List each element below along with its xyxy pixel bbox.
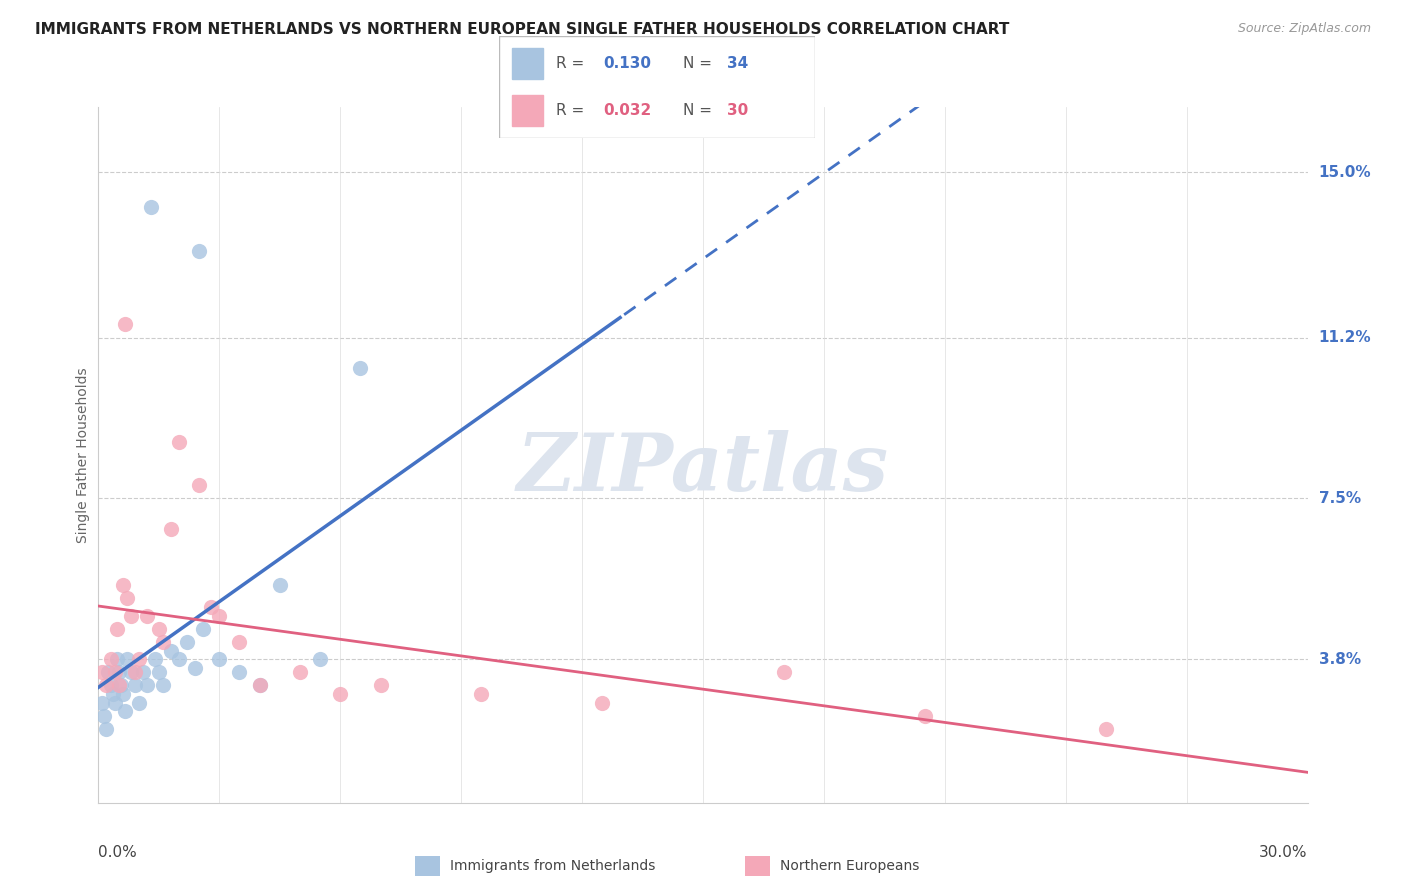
Text: R =: R = (557, 56, 589, 70)
Text: 0.130: 0.130 (603, 56, 651, 70)
Point (591, 696, 613, 710)
Point (132, 665, 155, 680)
Point (135, 678, 157, 692)
Text: 0.0%: 0.0% (98, 845, 138, 860)
Point (208, 652, 231, 666)
Text: N =: N = (683, 103, 717, 118)
Point (228, 665, 250, 680)
Text: 30.0%: 30.0% (1260, 845, 1308, 860)
Point (96, 678, 118, 692)
Point (110, 678, 132, 692)
Point (107, 665, 129, 680)
Point (120, 665, 142, 680)
Point (228, 635, 250, 649)
Point (120, 608, 142, 623)
Point (91, 665, 114, 680)
Point (184, 661, 207, 675)
Point (135, 608, 157, 623)
Point (249, 678, 271, 692)
Point (103, 665, 125, 680)
Point (160, 643, 183, 657)
Point (167, 652, 190, 666)
Y-axis label: Single Father Households: Single Father Households (76, 368, 90, 542)
Bar (512, 95, 543, 126)
Point (143, 652, 166, 666)
Point (96, 722, 118, 736)
Point (152, 635, 174, 649)
Bar (512, 48, 543, 78)
Point (124, 665, 146, 680)
Point (208, 608, 231, 623)
Point (115, 591, 138, 606)
Point (103, 696, 125, 710)
Point (269, 578, 291, 592)
Point (101, 687, 124, 701)
Text: 30: 30 (727, 103, 748, 118)
Point (148, 665, 170, 680)
Point (105, 652, 128, 666)
Text: 15.0%: 15.0% (1319, 165, 1371, 180)
Point (772, 665, 794, 680)
Point (139, 200, 162, 214)
Text: IMMIGRANTS FROM NETHERLANDS VS NORTHERN EUROPEAN SINGLE FATHER HOUSEHOLDS CORREL: IMMIGRANTS FROM NETHERLANDS VS NORTHERN … (35, 22, 1010, 37)
Point (349, 361, 371, 376)
Point (100, 678, 122, 692)
Point (114, 318, 136, 332)
Point (107, 678, 129, 692)
Point (309, 652, 332, 666)
Point (100, 652, 122, 666)
Point (105, 622, 128, 636)
Point (470, 687, 492, 701)
FancyBboxPatch shape (499, 36, 815, 138)
Text: 7.5%: 7.5% (1319, 491, 1361, 506)
Text: N =: N = (683, 56, 717, 70)
Point (1095, 722, 1118, 736)
Point (176, 635, 198, 649)
Point (97, 665, 120, 680)
Point (148, 622, 170, 636)
Point (329, 687, 352, 701)
Point (188, 244, 211, 258)
Point (128, 696, 150, 710)
Text: 34: 34 (727, 56, 748, 70)
Point (128, 652, 150, 666)
Text: Source: ZipAtlas.com: Source: ZipAtlas.com (1237, 22, 1371, 36)
Point (111, 687, 134, 701)
Text: Immigrants from Netherlands: Immigrants from Netherlands (450, 859, 655, 873)
Point (115, 652, 138, 666)
Text: 0.032: 0.032 (603, 103, 652, 118)
Text: 11.2%: 11.2% (1319, 330, 1371, 345)
Point (152, 678, 174, 692)
Point (111, 578, 134, 592)
Point (93, 708, 115, 723)
Point (114, 705, 136, 719)
Point (914, 708, 936, 723)
Point (193, 622, 215, 636)
Point (167, 434, 190, 449)
Point (200, 600, 222, 615)
Point (370, 678, 392, 692)
Point (249, 678, 271, 692)
Point (188, 478, 211, 492)
Point (288, 665, 311, 680)
Text: Northern Europeans: Northern Europeans (780, 859, 920, 873)
Text: 3.8%: 3.8% (1319, 652, 1361, 667)
Point (124, 678, 146, 692)
Point (160, 522, 183, 536)
Point (91, 696, 114, 710)
Text: ZIPatlas: ZIPatlas (517, 430, 889, 508)
Text: R =: R = (557, 103, 589, 118)
